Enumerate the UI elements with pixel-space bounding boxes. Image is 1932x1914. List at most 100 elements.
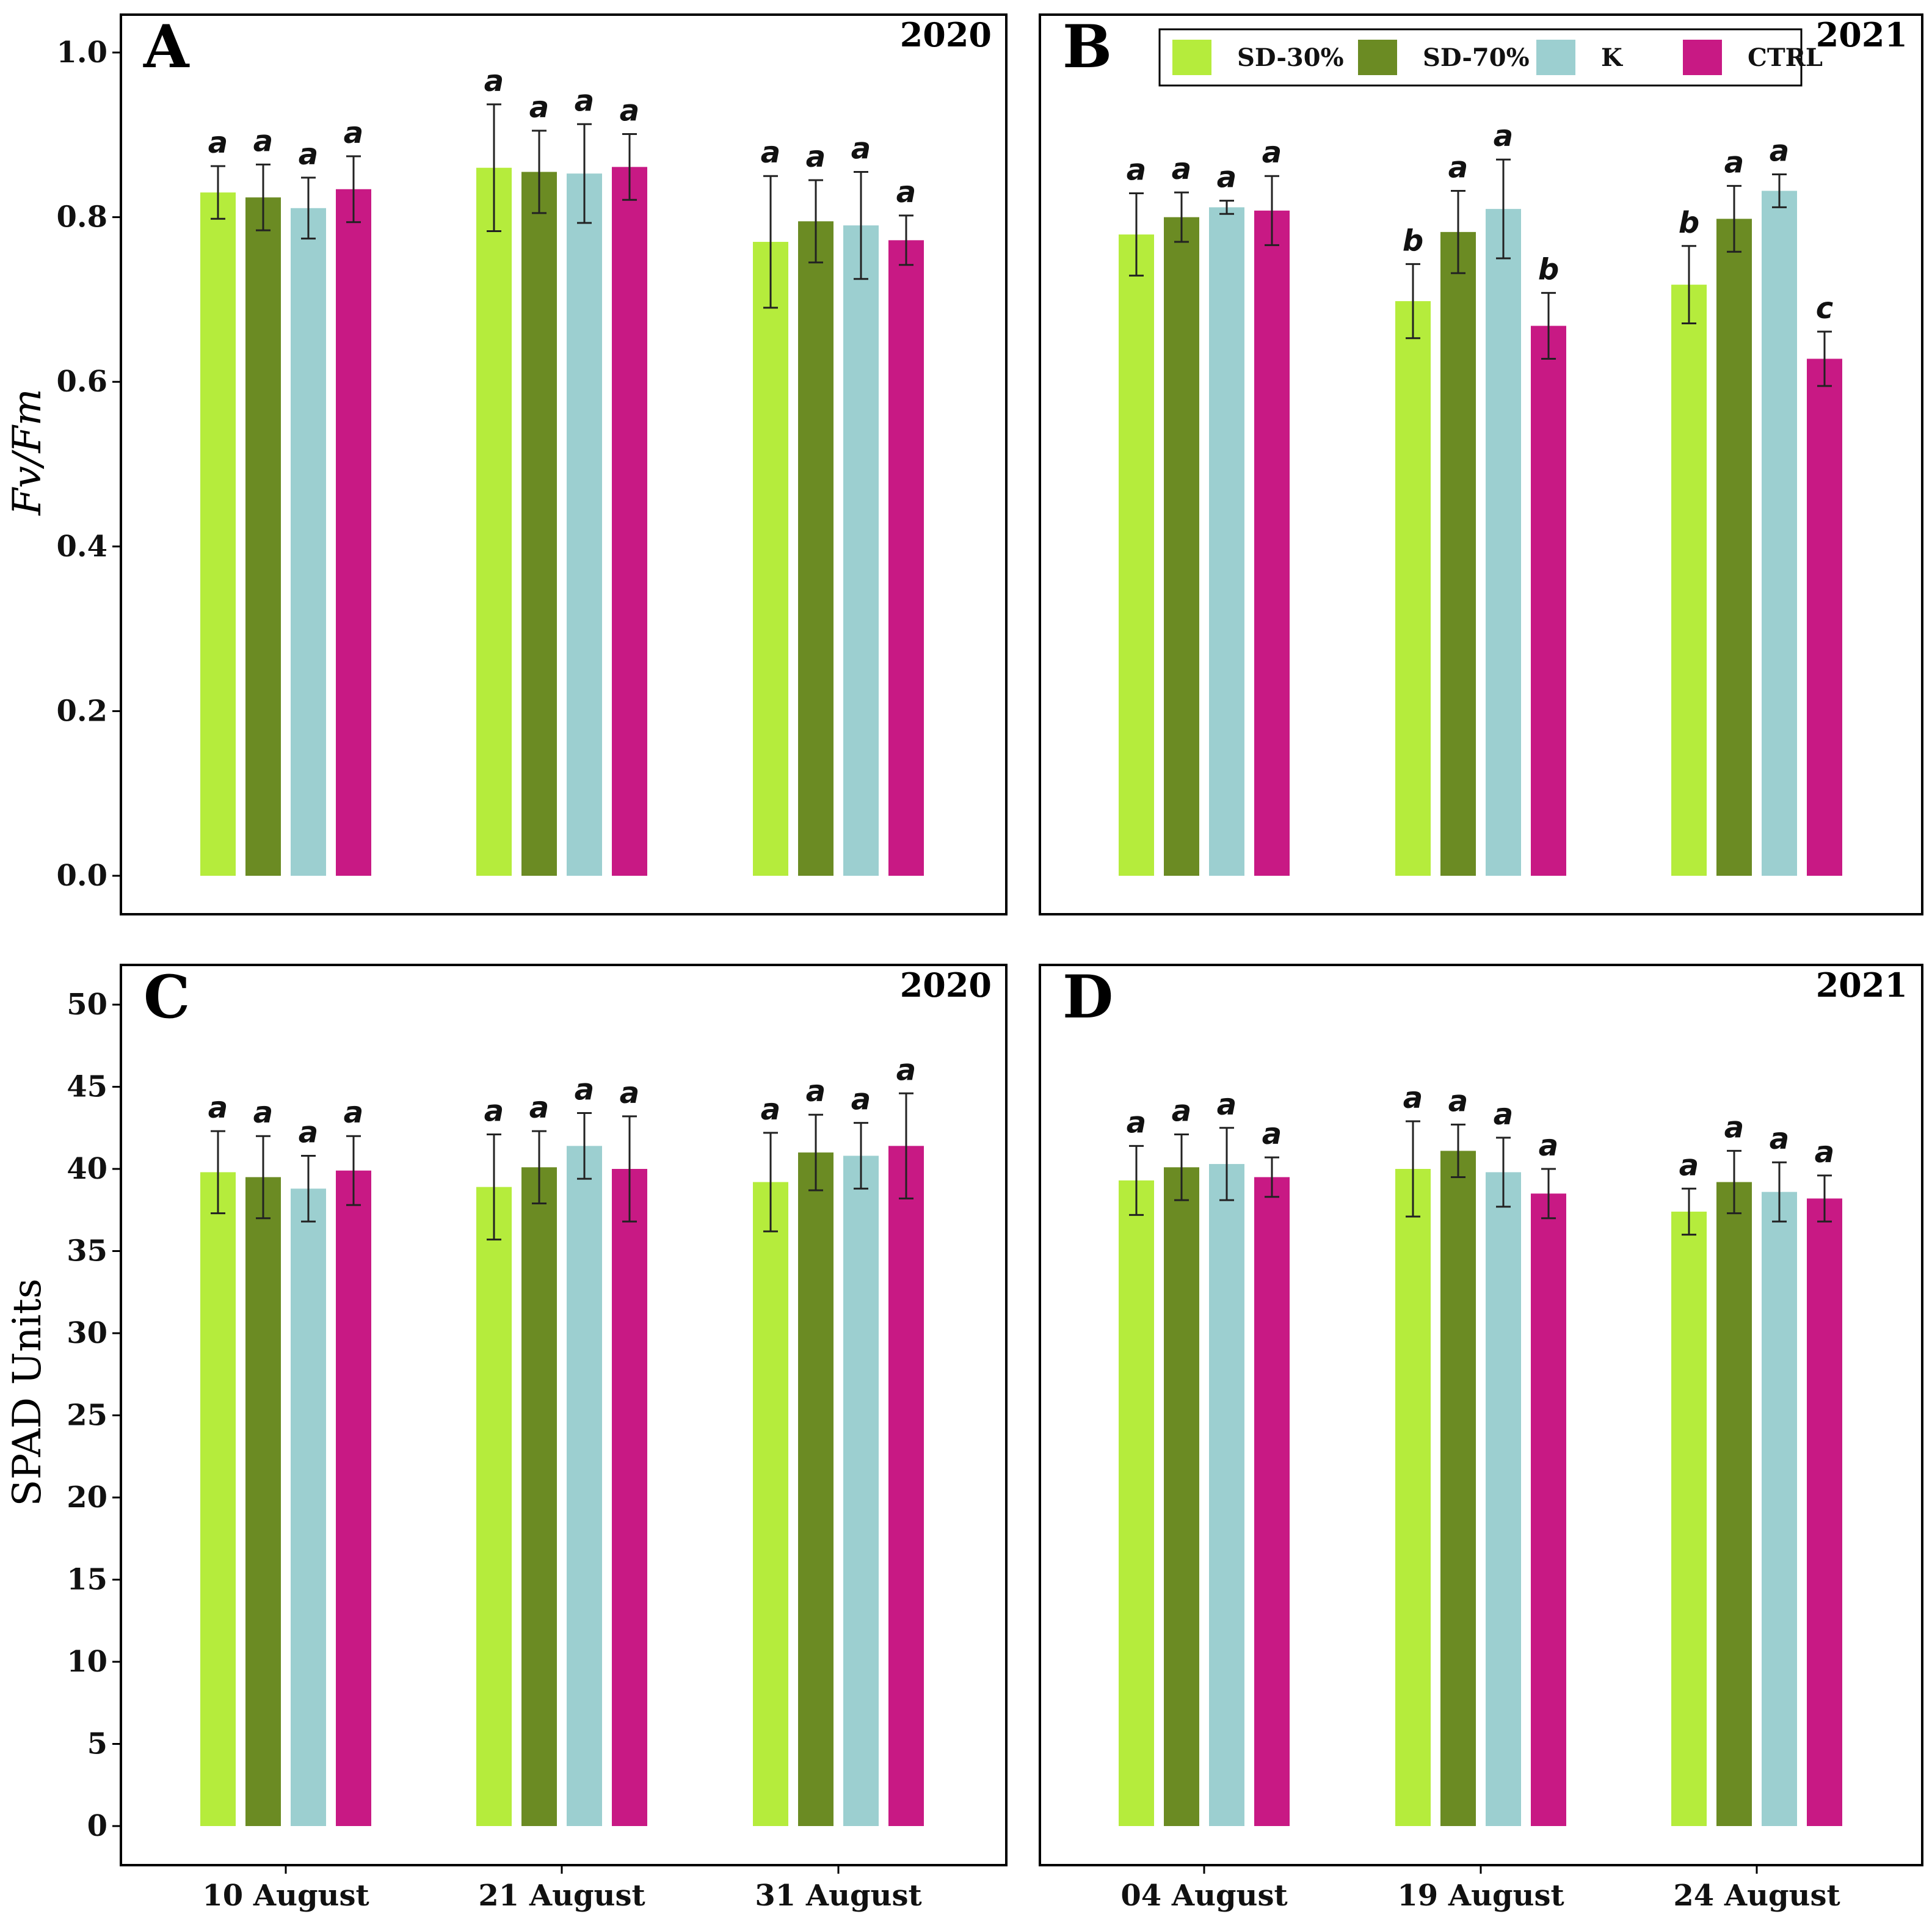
error-bar bbox=[808, 179, 823, 264]
bar-k-19-august bbox=[1486, 209, 1521, 876]
x-category-label: 31 August bbox=[755, 1879, 921, 1913]
legend-label-sd-30: SD-30% bbox=[1237, 43, 1344, 72]
bar-k-31-august bbox=[843, 1155, 879, 1826]
significance-letter: a bbox=[806, 1074, 826, 1108]
error-bar bbox=[899, 1092, 913, 1199]
bar-sd-30-10-august bbox=[200, 192, 236, 876]
bar-sd-70-24-august bbox=[1716, 1182, 1752, 1826]
error-bar bbox=[301, 176, 316, 240]
significance-letter: a bbox=[1127, 153, 1146, 187]
bar-sd-30-31-august bbox=[753, 242, 788, 876]
significance-letter: a bbox=[806, 140, 826, 174]
error-bar bbox=[1541, 292, 1556, 360]
significance-letter: a bbox=[529, 1091, 549, 1125]
error-bar bbox=[854, 1122, 868, 1190]
significance-letter: a bbox=[896, 1053, 916, 1087]
y-tick-label: 50 bbox=[67, 988, 107, 1022]
bar-sd-30-19-august bbox=[1395, 301, 1431, 876]
panel-letter: B bbox=[1062, 12, 1112, 81]
y-tick-label: 0.0 bbox=[56, 859, 107, 893]
bar-sd-70-24-august bbox=[1716, 219, 1752, 876]
bar-sd-30-21-august bbox=[476, 167, 512, 876]
bar-k-04-august bbox=[1209, 1163, 1244, 1826]
error-bar bbox=[577, 1112, 592, 1180]
y-tick-label: 5 bbox=[87, 1727, 107, 1761]
bar-sd-70-31-august bbox=[798, 221, 833, 876]
error-bar bbox=[1451, 1123, 1465, 1178]
x-category-label: 24 August bbox=[1673, 1879, 1840, 1913]
significance-letter: a bbox=[529, 90, 549, 125]
significance-letter: a bbox=[484, 64, 504, 98]
significance-letter: a bbox=[1262, 136, 1282, 170]
error-bar bbox=[899, 214, 913, 266]
year-label: 2020 bbox=[900, 15, 992, 54]
error-bar bbox=[487, 1133, 501, 1241]
significance-letter: a bbox=[1172, 1094, 1191, 1129]
y-tick-label: 30 bbox=[67, 1316, 107, 1350]
error-bar bbox=[1772, 1161, 1787, 1223]
error-bar bbox=[256, 163, 271, 231]
error-bar bbox=[1219, 1127, 1234, 1201]
error-bar bbox=[1129, 192, 1144, 277]
significance-letter: a bbox=[1679, 1148, 1699, 1182]
bar-sd-30-10-august bbox=[200, 1172, 236, 1826]
bar-sd-70-04-august bbox=[1164, 1167, 1199, 1826]
x-category-label: 10 August bbox=[202, 1879, 369, 1913]
year-label: 2021 bbox=[1816, 966, 1908, 1005]
significance-letter: a bbox=[761, 1093, 780, 1127]
significance-letter: a bbox=[1448, 150, 1468, 184]
significance-letter: a bbox=[1403, 1081, 1423, 1115]
significance-letter: a bbox=[761, 136, 780, 170]
panel-frame bbox=[120, 13, 1008, 915]
error-bar bbox=[1174, 1133, 1189, 1201]
error-bar bbox=[1406, 263, 1420, 340]
error-bar bbox=[532, 1130, 547, 1204]
y-tick-label: 45 bbox=[67, 1070, 107, 1104]
legend-label-k: K bbox=[1601, 43, 1623, 72]
error-bar bbox=[1265, 175, 1279, 246]
legend-box bbox=[1158, 28, 1803, 87]
error-bar bbox=[1174, 191, 1189, 243]
significance-letter: c bbox=[1816, 291, 1833, 326]
bar-sd-30-24-august bbox=[1671, 285, 1707, 876]
bar-k-21-august bbox=[567, 1146, 602, 1826]
bar-ctrl-21-august bbox=[612, 167, 647, 876]
error-bar bbox=[622, 1115, 637, 1223]
bar-k-04-august bbox=[1209, 207, 1244, 876]
error-bar bbox=[1541, 1168, 1556, 1220]
bar-sd-70-21-august bbox=[521, 1167, 557, 1826]
bar-sd-70-10-august bbox=[245, 197, 281, 876]
error-bar bbox=[1682, 245, 1696, 324]
significance-letter: a bbox=[575, 84, 594, 118]
y-tick-label: 0.2 bbox=[56, 694, 107, 728]
significance-letter: a bbox=[620, 93, 639, 128]
bar-sd-70-21-august bbox=[521, 172, 557, 876]
panel-letter: D bbox=[1062, 962, 1113, 1032]
error-bar bbox=[1682, 1187, 1696, 1236]
y-tick-label: 0.4 bbox=[56, 529, 107, 564]
bar-ctrl-10-august bbox=[336, 189, 371, 876]
error-bar bbox=[1451, 189, 1465, 274]
significance-letter: a bbox=[253, 1096, 273, 1130]
error-bar bbox=[577, 123, 592, 224]
significance-letter: a bbox=[1127, 1105, 1146, 1140]
significance-letter: a bbox=[1172, 152, 1191, 186]
year-label: 2021 bbox=[1816, 15, 1908, 54]
year-label: 2020 bbox=[900, 966, 992, 1005]
significance-letter: a bbox=[1217, 1088, 1237, 1122]
error-bar bbox=[1265, 1156, 1279, 1198]
significance-letter: a bbox=[1494, 1097, 1513, 1132]
x-category-label: 19 August bbox=[1397, 1879, 1564, 1913]
legend-swatch-sd-30 bbox=[1172, 40, 1211, 75]
bar-ctrl-04-august bbox=[1254, 1177, 1290, 1826]
significance-letter: a bbox=[299, 137, 318, 172]
bar-ctrl-04-august bbox=[1254, 210, 1290, 876]
legend-label-ctrl: CTRL bbox=[1748, 43, 1823, 72]
significance-letter: a bbox=[1724, 1110, 1744, 1144]
error-bar bbox=[256, 1135, 271, 1220]
significance-letter: b bbox=[1538, 253, 1559, 287]
